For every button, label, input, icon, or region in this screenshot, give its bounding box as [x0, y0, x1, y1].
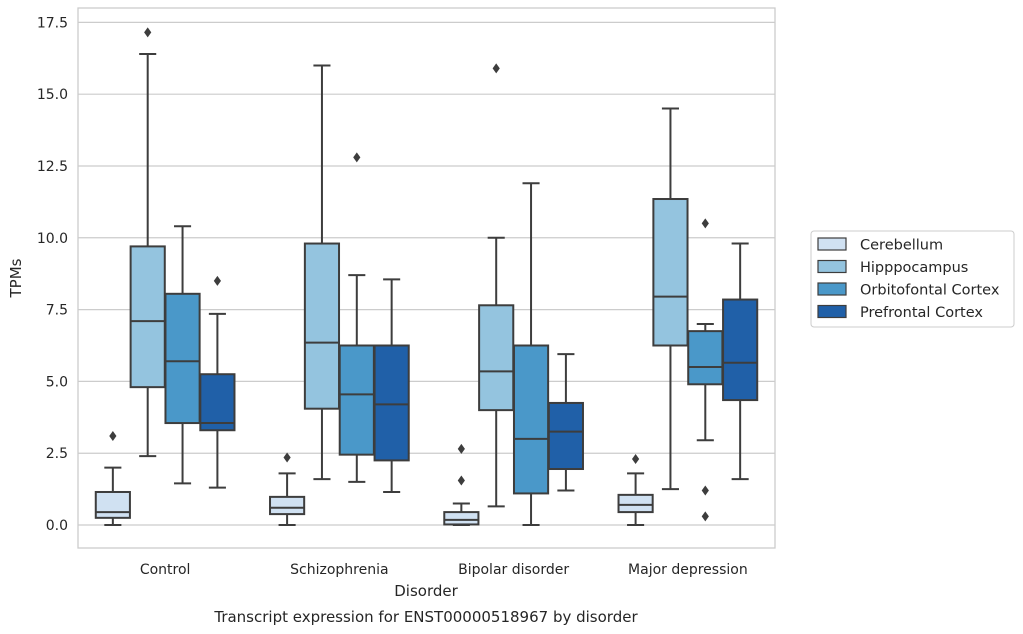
box-iqr — [94, 490, 131, 519]
box-cerebellum — [94, 430, 131, 527]
legend-swatch — [817, 304, 847, 319]
box-orbitofontal-cortex — [512, 182, 550, 527]
x-tick-labels: Control Schizophrenia Bipolar disorder Majo… — [140, 562, 748, 578]
outlier-point — [144, 27, 152, 38]
outlier-point — [109, 430, 117, 441]
box-cerebellum — [443, 443, 480, 527]
box-prefrontal-cortex — [722, 242, 759, 481]
box-cerebellum — [269, 452, 306, 527]
box-iqr — [303, 242, 341, 410]
x-tick-label: Major depression — [628, 562, 748, 578]
box-orbitofontal-cortex — [687, 218, 724, 522]
box-iqr — [269, 495, 306, 516]
box-orbitofontal-cortex — [338, 152, 375, 483]
y-tick-label: 17.5 — [37, 15, 68, 31]
box-hipppocampus — [129, 27, 166, 458]
outlier-point — [632, 453, 640, 464]
legend-swatch — [817, 237, 847, 251]
x-tick-label: Bipolar disorder — [458, 562, 569, 578]
box-iqr — [547, 401, 584, 471]
box-prefrontal-cortex — [199, 275, 236, 489]
y-tick-labels: 0.0 2.5 5.0 7.5 10.0 12.5 15.0 17.5 — [37, 15, 68, 534]
legend-swatch — [817, 282, 847, 296]
y-tick-label: 10.0 — [37, 231, 68, 247]
grid-lines — [78, 21, 775, 526]
outlier-point — [701, 485, 709, 496]
y-tick-label: 12.5 — [37, 159, 68, 175]
legend-label: Hipppocampus — [860, 260, 968, 276]
box-iqr — [164, 292, 201, 425]
chart-caption: Transcript expression for ENST0000051896… — [213, 608, 638, 626]
legend-label: Cerebellum — [860, 238, 943, 254]
outlier-point — [492, 63, 500, 74]
box-iqr — [373, 344, 410, 462]
box-groups — [94, 27, 759, 527]
box-iqr — [512, 344, 550, 495]
y-axis-title: TPMs — [7, 258, 25, 298]
box-iqr — [338, 344, 375, 456]
legend-frame — [810, 230, 1015, 328]
x-tick-label: Schizophrenia — [290, 562, 388, 578]
box-hipppocampus — [478, 63, 515, 508]
box-iqr — [129, 245, 166, 389]
outlier-point — [353, 152, 361, 163]
box-iqr — [722, 298, 759, 402]
box-iqr — [617, 493, 654, 514]
x-axis-title: Disorder — [394, 582, 458, 600]
outlier-point — [701, 218, 709, 229]
y-tick-label: 15.0 — [37, 87, 68, 103]
box-hipppocampus — [652, 107, 689, 491]
outlier-point — [213, 275, 221, 286]
box-prefrontal-cortex — [373, 278, 410, 493]
box-iqr — [199, 373, 236, 432]
outlier-point — [283, 452, 291, 463]
y-tick-label: 0.0 — [46, 518, 68, 534]
box-iqr — [687, 330, 724, 386]
y-tick-label: 5.0 — [46, 374, 68, 390]
y-tick-label: 2.5 — [46, 446, 68, 462]
legend-label: Prefrontal Cortex — [860, 305, 983, 321]
y-tick-label: 7.5 — [46, 303, 68, 319]
box-iqr — [478, 304, 515, 412]
outlier-point — [457, 443, 465, 454]
x-tick-label: Control — [140, 562, 191, 578]
box-prefrontal-cortex — [547, 353, 584, 492]
legend: Cerebellum Hipppocampus Orbitofontal Corte… — [810, 230, 1015, 328]
legend-swatch — [817, 259, 847, 274]
box-orbitofontal-cortex — [164, 225, 201, 485]
legend-label: Orbitofontal Cortex — [860, 283, 1000, 299]
box-hipppocampus — [303, 64, 341, 481]
box-iqr — [443, 511, 480, 526]
box-cerebellum — [617, 453, 654, 527]
box-iqr — [652, 198, 689, 347]
outlier-point — [457, 475, 465, 486]
outlier-point — [701, 511, 709, 522]
